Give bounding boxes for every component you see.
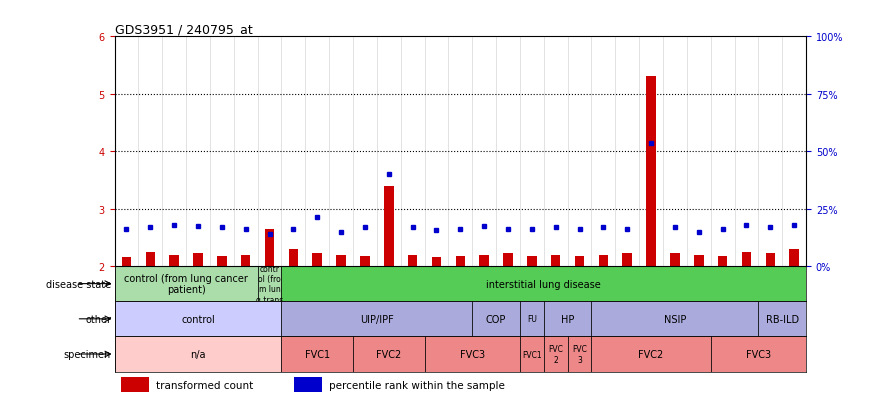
Bar: [408, 255, 418, 266]
Bar: [115, 337, 281, 372]
Bar: [591, 301, 759, 337]
Text: interstitial lung disease: interstitial lung disease: [486, 279, 601, 289]
Bar: [544, 301, 591, 337]
Bar: [360, 256, 370, 266]
Text: percentile rank within the sample: percentile rank within the sample: [329, 380, 505, 390]
Bar: [217, 256, 226, 266]
Text: specimen: specimen: [63, 349, 111, 359]
Text: RB-ILD: RB-ILD: [766, 314, 799, 324]
Text: UIP/IPF: UIP/IPF: [360, 314, 394, 324]
Bar: [294, 377, 322, 392]
Bar: [759, 301, 806, 337]
Bar: [742, 252, 751, 266]
Bar: [169, 255, 179, 266]
Bar: [670, 254, 680, 266]
Bar: [193, 254, 203, 266]
Bar: [551, 255, 560, 266]
Bar: [544, 337, 567, 372]
Text: FVC
2: FVC 2: [548, 344, 563, 364]
Text: n/a: n/a: [190, 349, 206, 359]
Text: FVC1: FVC1: [522, 350, 542, 358]
Bar: [567, 337, 591, 372]
Bar: [313, 254, 322, 266]
Bar: [425, 337, 520, 372]
Bar: [115, 266, 257, 301]
Bar: [455, 256, 465, 266]
Text: FU: FU: [527, 315, 537, 323]
Text: FVC2: FVC2: [376, 349, 402, 359]
Bar: [503, 254, 513, 266]
Bar: [789, 249, 799, 266]
Bar: [766, 254, 775, 266]
Bar: [289, 249, 298, 266]
Bar: [265, 229, 274, 266]
Text: FVC
3: FVC 3: [572, 344, 587, 364]
Bar: [591, 337, 711, 372]
Bar: [520, 337, 544, 372]
Bar: [520, 301, 544, 337]
Bar: [599, 255, 608, 266]
Bar: [384, 186, 394, 266]
Bar: [711, 337, 806, 372]
Bar: [479, 255, 489, 266]
Text: FVC1: FVC1: [305, 349, 329, 359]
Bar: [281, 337, 353, 372]
Text: FVC3: FVC3: [746, 349, 771, 359]
Bar: [472, 301, 520, 337]
Text: GDS3951 / 240795_at: GDS3951 / 240795_at: [115, 23, 252, 36]
Text: FVC2: FVC2: [639, 349, 663, 359]
Bar: [432, 258, 441, 266]
Text: COP: COP: [486, 314, 507, 324]
Bar: [623, 254, 632, 266]
Bar: [647, 77, 655, 266]
Bar: [281, 266, 806, 301]
Bar: [353, 337, 425, 372]
Text: control: control: [181, 314, 215, 324]
Bar: [574, 256, 584, 266]
Text: HP: HP: [561, 314, 574, 324]
Text: FVC3: FVC3: [460, 349, 485, 359]
Bar: [718, 256, 728, 266]
Text: control (from lung cancer
patient): control (from lung cancer patient): [124, 273, 248, 295]
Bar: [122, 258, 131, 266]
Bar: [122, 377, 149, 392]
Bar: [115, 301, 281, 337]
Bar: [281, 301, 472, 337]
Text: other: other: [85, 314, 111, 324]
Bar: [337, 255, 346, 266]
Text: disease state: disease state: [46, 279, 111, 289]
Text: NSIP: NSIP: [663, 314, 686, 324]
Text: contr
ol (fro
m lun
g trans: contr ol (fro m lun g trans: [255, 264, 283, 304]
Bar: [145, 252, 155, 266]
Bar: [694, 255, 704, 266]
Bar: [527, 256, 537, 266]
Bar: [241, 255, 250, 266]
Text: transformed count: transformed count: [156, 380, 253, 390]
Bar: [257, 266, 281, 301]
